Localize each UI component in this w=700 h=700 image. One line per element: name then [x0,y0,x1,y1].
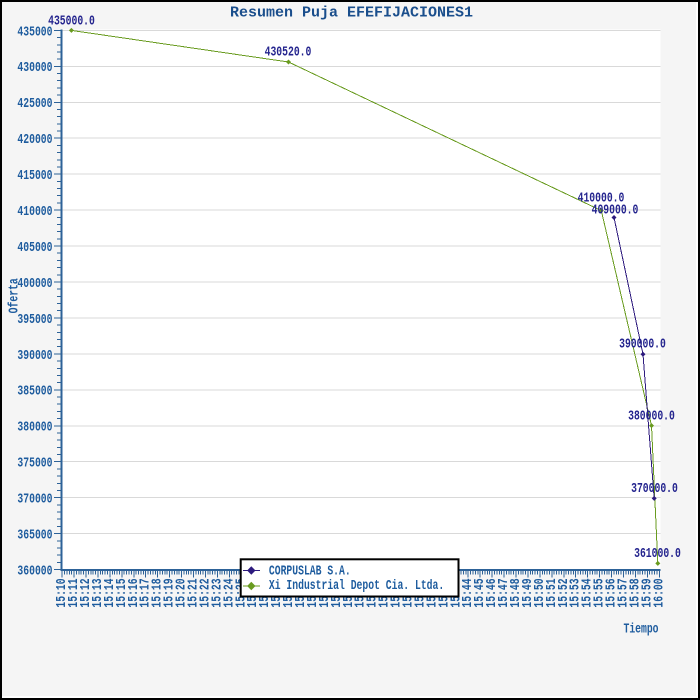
svg-text:409000.0: 409000.0 [592,202,639,218]
svg-text:425000: 425000 [17,96,52,112]
svg-text:435000.0: 435000.0 [48,13,95,29]
svg-text:15:52: 15:52 [555,578,571,607]
svg-text:15:59: 15:59 [639,578,655,607]
svg-text:15:44: 15:44 [460,578,476,607]
svg-text:390000: 390000 [17,347,52,363]
svg-text:Oferta: Oferta [6,278,22,313]
svg-text:410000.0: 410000.0 [578,190,625,206]
svg-text:385000: 385000 [17,383,52,399]
svg-text:15:47: 15:47 [496,578,512,607]
svg-text:435000: 435000 [17,24,52,40]
svg-text:16:00: 16:00 [651,578,667,607]
svg-text:15:21: 15:21 [185,578,201,607]
svg-text:15:58: 15:58 [627,578,643,607]
svg-text:15:19: 15:19 [161,578,177,607]
svg-text:15:20: 15:20 [173,578,189,607]
svg-text:15:56: 15:56 [603,578,619,607]
svg-text:15:23: 15:23 [209,578,225,607]
svg-text:390000.0: 390000.0 [619,336,666,352]
svg-text:15:10: 15:10 [54,578,70,607]
svg-text:400000: 400000 [17,275,52,291]
svg-text:15:13: 15:13 [89,578,105,607]
svg-text:420000: 420000 [17,132,52,148]
svg-text:15:45: 15:45 [472,578,488,607]
svg-text:15:51: 15:51 [543,578,559,607]
svg-text:15:50: 15:50 [531,578,547,607]
svg-text:361000.0: 361000.0 [634,545,681,561]
svg-text:15:11: 15:11 [66,578,82,607]
svg-text:15:14: 15:14 [101,578,117,607]
svg-text:Resumen Puja EFEFIJACIONES1: Resumen Puja EFEFIJACIONES1 [230,4,473,21]
svg-text:380000: 380000 [17,419,52,435]
svg-text:15:12: 15:12 [78,578,94,607]
svg-text:375000: 375000 [17,455,52,471]
svg-text:360000: 360000 [17,563,52,579]
svg-text:15:55: 15:55 [591,578,607,607]
svg-text:15:49: 15:49 [519,578,535,607]
svg-text:Xi Industrial Depot Cia. Ltda.: Xi Industrial Depot Cia. Ltda. [269,578,444,594]
svg-text:415000: 415000 [17,168,52,184]
svg-text:15:22: 15:22 [197,578,213,607]
svg-text:Tiempo: Tiempo [623,621,658,637]
svg-text:405000: 405000 [17,239,52,255]
svg-text:15:53: 15:53 [567,578,583,607]
svg-text:395000: 395000 [17,311,52,327]
svg-text:15:16: 15:16 [125,578,141,607]
svg-text:370000.0: 370000.0 [631,480,678,496]
svg-text:430000: 430000 [17,60,52,76]
svg-text:365000: 365000 [17,527,52,543]
svg-text:CORPUSLAB S.A.: CORPUSLAB S.A. [269,563,351,579]
svg-text:15:57: 15:57 [615,578,631,607]
svg-text:410000: 410000 [17,204,52,220]
svg-text:380000.0: 380000.0 [628,408,675,424]
svg-text:15:15: 15:15 [113,578,129,607]
svg-text:15:54: 15:54 [579,578,595,607]
svg-text:15:18: 15:18 [149,578,165,607]
svg-text:15:46: 15:46 [484,578,500,607]
svg-text:430520.0: 430520.0 [265,44,312,60]
svg-text:15:24: 15:24 [221,578,237,607]
svg-text:15:48: 15:48 [508,578,524,607]
svg-text:15:17: 15:17 [137,578,153,607]
svg-text:370000: 370000 [17,491,52,507]
